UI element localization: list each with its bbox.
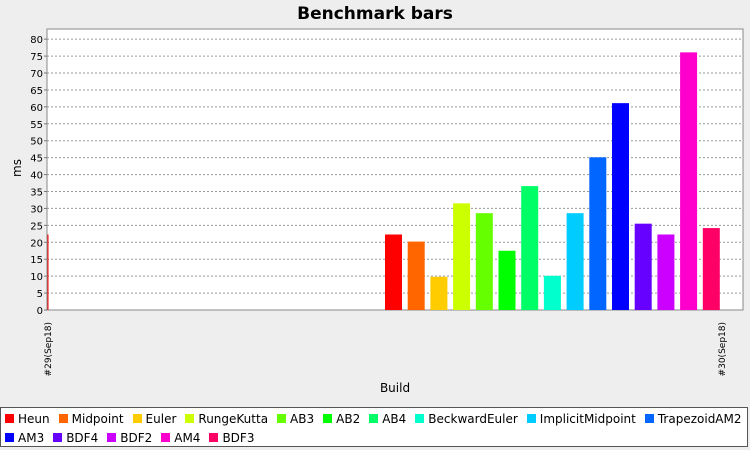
y-tick-label: 50 [30,137,43,148]
y-tick-label: 25 [30,221,43,232]
legend-item: BDF2 [107,431,152,445]
legend-swatch [415,414,425,423]
legend-row: AM3 BDF4 BDF2 AM4 BDF3 [5,429,263,446]
y-tick-label: 20 [30,238,43,249]
legend-item: AB3 [277,412,314,426]
legend-item: Midpoint [58,411,124,426]
legend: Heun Midpoint Euler RungeKutta AB3 AB2 AB4 Beck… [0,407,748,447]
legend-item: BeckwardEuler [415,412,518,426]
x-tick-label: #29(Sep18) [44,322,54,376]
y-tick-label: 15 [30,255,43,266]
legend-swatch [5,433,14,442]
bar-am3 [612,103,629,310]
y-tick-label: 30 [30,204,43,215]
bar-ab3 [475,213,493,310]
y-tick-label: 60 [30,103,43,114]
chart-title: Benchmark bars [297,4,453,24]
bar-bdf3 [702,228,720,310]
y-tick-label: 40 [30,171,43,182]
y-tick-label: 0 [37,306,43,317]
legend-label: BDF4 [66,430,99,445]
legend-label: AM3 [18,430,45,445]
bar-rungekutta [453,203,471,310]
y-axis-label: ms [10,159,24,177]
legend-swatch [526,414,536,423]
bar-beckwardeuler [543,275,561,310]
legend-label: BeckwardEuler [428,411,518,426]
legend-item: BDF3 [209,431,254,445]
legend-swatch [185,414,195,423]
legend-label: Euler [145,411,177,426]
bar-implicitmidpoint [566,213,584,310]
legend-label: ImplicitMidpoint [539,411,636,426]
bar-am4 [680,52,698,311]
legend-swatch [58,414,68,423]
bar-ab2 [498,250,516,310]
y-tick-label: 70 [30,69,43,80]
legend-swatch [323,414,333,423]
legend-label: Midpoint [71,411,124,426]
legend-swatch [132,414,142,423]
legend-label: AM4 [174,430,201,445]
y-tick-label: 5 [37,289,43,300]
bars [47,52,720,311]
legend-swatch [644,414,654,423]
y-tick-label: 55 [30,120,43,131]
bar-trapezoidam2 [589,157,607,310]
bar-bdf2 [657,234,675,310]
y-tick-label: 75 [30,52,43,63]
legend-label: RungeKutta [198,411,269,426]
legend-item: Euler [132,411,177,426]
legend-item: AM4 [161,431,200,445]
legend-swatch [369,414,379,423]
legend-item: RungeKutta [185,412,268,426]
x-tick-label: #30(Sep18) [718,322,728,376]
legend-swatch [5,414,14,423]
x-axis-ticks: #29(Sep18) #30(Sep18) [44,322,728,376]
chart: Benchmark bars 0 5 10 15 20 25 30 35 40 45 50 55 60 6… [10,4,744,395]
legend-item: AM3 [5,431,44,445]
y-tick-label: 65 [30,86,43,97]
bar-midpoint [407,241,425,310]
legend-item: AB4 [369,412,406,426]
legend-item: Heun [5,412,50,426]
y-tick-label: 45 [30,154,43,165]
legend-label: AB4 [382,411,407,426]
bar-heun [385,234,402,310]
y-tick-label: 80 [30,35,43,46]
x-axis-label: Build [380,381,410,395]
legend-swatch [161,433,171,442]
legend-swatch [209,433,219,442]
y-tick-label: 35 [30,188,43,199]
legend-label: TrapezoidAM2 [657,411,742,426]
legend-swatch [107,433,117,442]
bar-euler [430,276,448,310]
legend-row: Heun Midpoint Euler RungeKutta AB3 AB2 AB4 Beck… [5,410,750,427]
legend-swatch [53,433,63,442]
bar-ab4 [521,186,539,310]
legend-label: AB2 [336,411,361,426]
legend-label: BDF3 [222,430,255,445]
y-tick-label: 10 [30,272,43,283]
legend-item: TrapezoidAM2 [644,411,742,426]
legend-label: AB3 [290,411,315,426]
legend-swatch [277,414,287,423]
y-axis-ticks: 0 5 10 15 20 25 30 35 40 45 50 55 60 65 70 75 80 [30,35,47,317]
bar-bdf4 [634,223,652,310]
legend-label: BDF2 [120,430,153,445]
legend-item: BDF4 [53,431,98,445]
legend-label: Heun [18,411,50,426]
legend-item: AB2 [323,412,360,426]
legend-item: ImplicitMidpoint [526,411,636,426]
